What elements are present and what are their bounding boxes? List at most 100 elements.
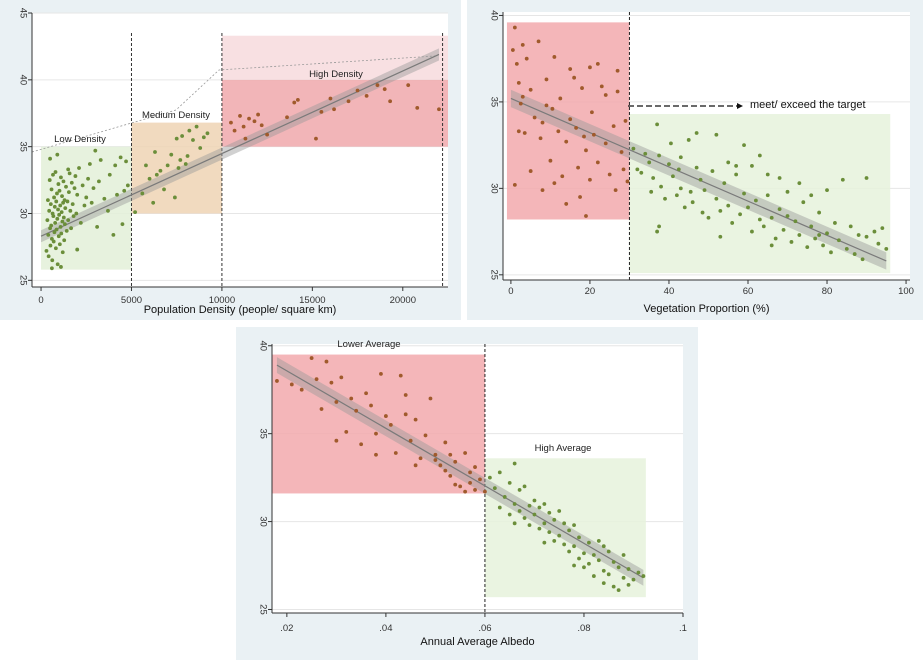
data-point [53,170,58,174]
data-point [75,247,80,252]
data-point [860,257,865,262]
data-point [70,202,75,207]
data-point [59,210,64,215]
data-point [87,162,92,166]
data-point [468,480,472,485]
data-point [641,574,646,578]
data-point [538,136,543,141]
data-point [458,484,463,489]
data-point [603,141,608,146]
data-point [468,470,472,475]
data-point [57,242,62,247]
data-point [473,465,477,469]
data-point [532,115,537,120]
data-point [584,148,588,153]
data-point [314,377,319,382]
data-point [797,233,802,237]
data-point [773,236,778,241]
data-point [201,135,206,140]
data-point [63,206,68,211]
target-annotation: meet/ exceed the target [750,99,866,111]
data-point [56,182,61,186]
x-tick-label: 0 [508,286,513,297]
data-point [710,169,715,173]
data-point [603,93,608,97]
data-point [60,250,65,255]
data-point [61,215,66,220]
data-point [698,177,703,182]
data-point [750,229,754,234]
data-point [55,191,59,196]
data-point [813,236,818,241]
data-point [463,451,468,455]
data-point [601,568,606,573]
data-point [522,484,527,489]
data-point [601,581,606,586]
data-point [122,188,127,193]
data-point [777,176,782,180]
data-point [59,175,63,180]
data-point [676,167,681,172]
data-point [64,228,69,233]
data-point [299,387,304,392]
data-point [817,210,822,215]
data-point [544,103,549,108]
data-point [537,526,542,531]
data-point [111,232,116,237]
data-point [57,212,62,217]
data-point [252,119,257,124]
data-point [550,106,555,111]
data-point [578,195,582,199]
data-point [232,128,237,133]
zone-label: Lower Average [337,339,400,350]
data-point [194,124,199,129]
data-point [403,393,408,397]
data-point [726,160,731,165]
data-point [382,87,387,92]
data-point [537,505,542,510]
data-point [582,565,586,570]
data-point [113,163,118,168]
data-point [47,178,52,182]
data-point [674,193,679,198]
data-point [507,480,512,485]
data-point [532,498,537,503]
data-point [667,162,671,167]
data-point [433,458,438,462]
data-point [556,129,561,134]
data-point [516,129,521,134]
data-point [359,442,364,447]
data-point [568,67,573,71]
x-tick-label: 40 [664,286,675,297]
data-point [657,224,661,229]
data-point [616,588,621,593]
data-point [864,176,869,180]
x-tick-label: .1 [679,623,687,634]
data-point [595,160,600,165]
x-tick-label: 15000 [299,295,325,306]
zone-label: High Average [535,443,592,454]
data-point [151,200,156,205]
data-point [528,169,533,173]
data-point [47,208,52,213]
data-point [663,196,667,201]
data-point [671,174,675,179]
data-point [158,168,163,173]
data-point [61,179,66,184]
data-point [817,233,822,237]
data-point [615,89,620,94]
data-point [54,227,59,232]
data-point [587,540,591,545]
data-point [53,246,58,251]
y-tick-label: 35 [258,428,269,439]
data-point [437,107,441,112]
data-point [611,584,616,589]
fit-line [40,53,440,237]
data-point [82,203,87,208]
data-point [178,158,183,162]
data-point [793,219,798,224]
data-point [62,198,67,203]
data-point [285,115,289,120]
x-tick-label: 10000 [209,295,235,306]
zone-2 [221,79,448,147]
